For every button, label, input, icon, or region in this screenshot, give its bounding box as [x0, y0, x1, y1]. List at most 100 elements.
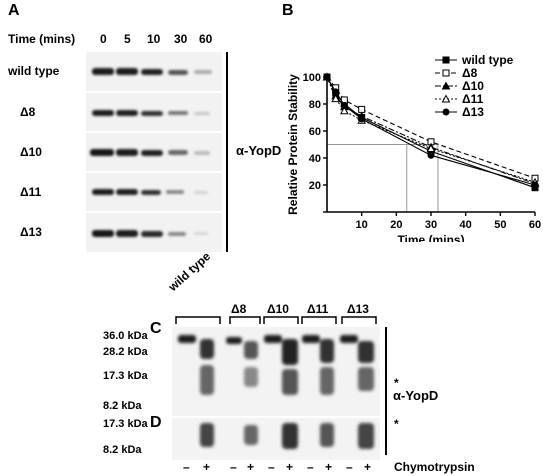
group-label-d8: Δ8 [231, 302, 247, 316]
legend-marker-0 [442, 56, 450, 64]
legend-label-1: Δ8 [462, 66, 478, 80]
marker-c-36: 36.0 kDa [103, 330, 148, 342]
x-tick-label: 40 [460, 219, 472, 231]
time-0: 0 [100, 32, 107, 46]
band [168, 111, 188, 115]
y-tick-label: 40 [309, 153, 321, 165]
lane-sign-2: + [203, 460, 211, 474]
band [168, 150, 188, 155]
legend-label-4: Δ13 [462, 105, 484, 119]
legend-label-3: Δ11 [462, 92, 484, 106]
western-blot-cd [172, 316, 387, 460]
band [302, 335, 320, 343]
band [320, 367, 334, 395]
band [282, 369, 298, 395]
band [141, 111, 163, 116]
time-10: 10 [147, 32, 161, 46]
data-point-series-4 [323, 73, 331, 81]
band [141, 190, 161, 195]
band [200, 365, 214, 395]
data-point-series-4 [332, 88, 340, 96]
band [116, 149, 138, 156]
time-5: 5 [124, 32, 131, 46]
stability-chart: 20 40 60 80 100 10 20 30 40 50 60 Time (mins) Relati… [286, 53, 541, 242]
lane-sign-1: – [183, 460, 190, 474]
band [92, 68, 114, 75]
antibody-label-a: α-YopD [236, 143, 282, 158]
time-axis-label: Time (mins) [8, 32, 76, 46]
band [200, 423, 214, 447]
band [194, 151, 210, 155]
legend-label-2: Δ10 [462, 79, 484, 93]
band [200, 339, 214, 359]
band [282, 339, 298, 365]
data-point-series-3 [426, 143, 436, 153]
series-line-3 [326, 76, 536, 183]
series-line-1 [326, 76, 536, 179]
lane-brackets [175, 316, 377, 324]
lane-sign-8: + [325, 460, 333, 474]
panel-a-letter: A [8, 2, 20, 19]
y-axis-label: Relative Protein Stability [286, 74, 300, 215]
band [244, 341, 258, 359]
legend-marker-3 [441, 94, 451, 103]
band [244, 425, 258, 445]
lane-sign-4: + [247, 460, 255, 474]
lane-sign-6: + [286, 460, 294, 474]
lane-sign-3: – [230, 460, 237, 474]
row-label-d13: Δ13 [20, 225, 42, 239]
band [264, 335, 282, 343]
lane-sign-9: – [346, 460, 353, 474]
data-point-series-4 [427, 151, 435, 159]
panel-b-letter: B [282, 2, 294, 19]
marker-d-17: 17.3 kDa [103, 418, 148, 430]
x-tick-label: 50 [494, 219, 506, 231]
data-point-series-3 [339, 106, 349, 115]
marker-c-28: 28.2 kDa [103, 346, 148, 358]
band [358, 423, 374, 449]
lane-sign-10: + [364, 460, 372, 474]
data-point-series-4 [358, 115, 366, 123]
legend-label-0: wild type [461, 53, 514, 67]
marker-c-8: 8.2 kDa [103, 400, 142, 412]
group-label-d11: Δ11 [307, 302, 329, 316]
band [282, 423, 298, 449]
time-60: 60 [199, 32, 213, 46]
x-tick-label: 20 [390, 219, 402, 231]
band [141, 150, 163, 156]
band [92, 230, 114, 237]
band [358, 367, 374, 391]
asterisk-c: * [394, 376, 399, 390]
band [168, 232, 186, 236]
band [320, 339, 334, 363]
band [90, 149, 114, 156]
band [141, 69, 163, 75]
row-label-d11: Δ11 [20, 185, 42, 199]
band [116, 189, 138, 195]
group-label-wild-type: wild type [165, 249, 214, 294]
band [320, 423, 334, 447]
band [340, 335, 358, 343]
series-line-4 [326, 76, 536, 186]
row-label-d10: Δ10 [20, 145, 42, 159]
band [226, 337, 242, 344]
data-point-series-1 [358, 105, 366, 113]
y-tick-label: 20 [309, 180, 321, 192]
band [166, 190, 184, 194]
band [194, 70, 212, 74]
band [92, 110, 114, 116]
legend-marker-4 [442, 108, 450, 116]
legend-marker-1 [442, 69, 450, 77]
row-label-d8: Δ8 [20, 105, 36, 119]
legend-marker-2 [441, 81, 451, 90]
x-tick-label: 10 [356, 219, 368, 231]
band [168, 70, 188, 75]
band [244, 367, 258, 387]
time-30: 30 [174, 32, 188, 46]
y-tick-label: 80 [309, 99, 321, 111]
marker-c-17: 17.3 kDa [103, 370, 148, 382]
data-point-series-4 [340, 101, 348, 109]
group-label-d10: Δ10 [267, 302, 289, 316]
x-axis-label: Time (mins) [397, 233, 464, 242]
panel-d-letter: D [150, 414, 162, 431]
